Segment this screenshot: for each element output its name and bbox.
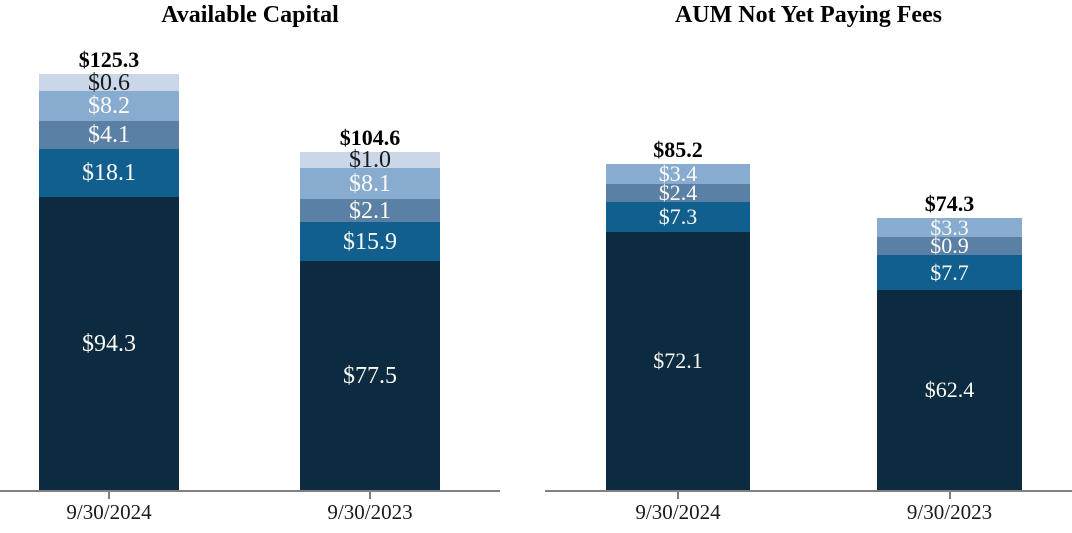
x-axis-label: 9/30/2023 (906, 500, 993, 524)
total-value-label: $74.3 (924, 191, 975, 216)
total-value-label: $125.3 (78, 47, 140, 72)
bar-segment: $0.9 (877, 233, 1022, 258)
segment-value-label: $0.9 (930, 233, 969, 258)
chart-title: AUM Not Yet Paying Fees (674, 2, 943, 28)
x-axis-tick (948, 492, 951, 499)
bar-segment: $7.7 (877, 255, 1022, 290)
bar-segment: $8.2 (39, 91, 179, 121)
segment-value-label: $3.3 (930, 214, 969, 240)
bar-segment: $3.4 (606, 161, 750, 186)
bar-segment: $4.1 (39, 121, 179, 149)
segment-value-label: $7.7 (930, 259, 969, 285)
bar-segment: $1.0 (300, 148, 440, 172)
bar-segment: $72.1 (606, 232, 750, 490)
x-axis-tick (677, 492, 679, 499)
x-axis-line (545, 490, 1072, 492)
segment-value-label: $72.1 (653, 348, 703, 373)
x-axis-label: 9/30/2023 (327, 500, 413, 524)
segment-value-label: $77.5 (343, 362, 397, 389)
segment-value-label: $1.0 (349, 147, 391, 173)
bar-segment: $62.4 (877, 290, 1022, 490)
bar-stack: $3.3 $0.9 $7.7 $62.4 (877, 214, 1022, 491)
segment-value-label: $3.4 (658, 161, 698, 186)
plot-area: $0.6 $8.2 $4.1 $18.1 $94.3 $125.3 9/30/2024 $1.… (0, 0, 500, 533)
segment-value-label: $0.6 (88, 69, 130, 96)
bar-stack: $0.6 $8.2 $4.1 $18.1 $94.3 (39, 71, 179, 491)
segment-value-label: $62.4 (924, 377, 975, 402)
bar-stack: $1.0 $8.1 $2.1 $15.9 $77.5 (300, 148, 440, 491)
plot-area: $3.4 $2.4 $7.3 $72.1 $85.2 9/30/2024 $3.3 $0.9 $… (545, 0, 1072, 533)
segment-value-label: $8.2 (88, 93, 130, 119)
segment-value-label: $15.9 (343, 228, 397, 255)
segment-value-label: $94.3 (82, 330, 136, 357)
segment-value-label: $8.1 (349, 170, 391, 197)
bar-segment: $18.1 (39, 149, 179, 197)
total-value-label: $85.2 (653, 137, 703, 162)
bar-segment: $2.4 (606, 180, 750, 205)
x-axis-label: 9/30/2024 (66, 500, 152, 524)
segment-value-label: $18.1 (82, 160, 136, 186)
segment-value-label: $2.4 (658, 180, 698, 205)
x-axis-tick (369, 492, 371, 499)
bar-segment: $94.3 (39, 197, 179, 490)
chart-available-capital: Available Capital $0.6 $8.2 $4.1 $18.1 $94.3… (0, 0, 500, 533)
segment-value-label: $4.1 (88, 122, 130, 148)
x-axis-label: 9/30/2024 (635, 500, 721, 524)
segment-value-label: $7.3 (658, 204, 698, 229)
bar-segment: $2.1 (300, 197, 440, 224)
bar-segment: $77.5 (300, 261, 440, 490)
x-axis-tick (108, 492, 110, 499)
bar-segment: $0.6 (39, 71, 179, 95)
total-value-label: $104.6 (339, 125, 401, 150)
chart-title: Available Capital (161, 2, 339, 28)
segment-value-label: $2.1 (349, 197, 391, 224)
bar-segment: $8.1 (300, 168, 440, 199)
bar-segment: $15.9 (300, 222, 440, 261)
bar-stack: $3.4 $2.4 $7.3 $72.1 (606, 161, 750, 491)
bar-segment: $3.3 (877, 214, 1022, 240)
bar-segment: $7.3 (606, 202, 750, 232)
chart-aum-not-yet-paying-fees: AUM Not Yet Paying Fees $3.4 $2.4 $7.3 $72.… (545, 0, 1072, 533)
x-axis-line (0, 490, 500, 492)
